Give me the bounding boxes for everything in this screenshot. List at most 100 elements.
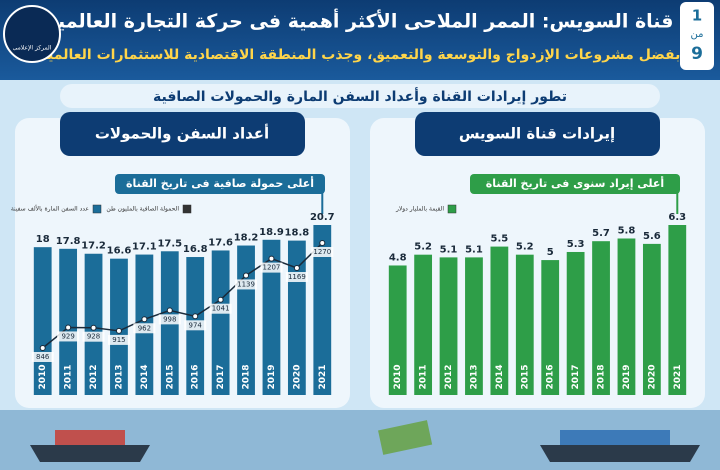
bar-label: 18.2 [234,233,259,244]
point-label-bg [107,334,130,345]
point-label: 1270 [313,248,331,256]
bar-label: 17.6 [208,237,233,248]
bar-label: 6.3 [668,212,686,223]
point-label: 962 [138,324,151,332]
year-label: 2017 [571,364,581,389]
page-number: 1 [692,7,702,25]
annotation-band [115,174,325,194]
line [42,242,323,349]
bar-label: 20.7 [310,212,335,223]
bar-label: 5.2 [414,242,432,253]
bar [262,239,281,395]
bar-label: 5.6 [643,231,661,242]
containers [560,430,670,445]
line-point [243,272,250,279]
bar-label: 16.6 [107,246,132,257]
annotation-band [470,174,680,194]
bar-label: 17.2 [81,241,106,252]
section-title: تطور إيرادات القناة وأعداد السفن المارة … [153,87,567,105]
bar-label: 5.2 [516,242,534,253]
point-label: 1139 [237,280,255,288]
year-label: 2013 [469,364,479,389]
bar-label: 5.7 [592,228,610,239]
money [378,420,433,455]
bar-label: 17.5 [157,238,182,249]
line-point [115,327,122,334]
bar-label: 16.8 [183,244,208,255]
panel-tab [415,112,660,156]
line-point [65,324,72,331]
year-label: 2018 [242,364,252,389]
annotation-arrow [676,183,680,214]
bar [592,241,610,395]
section-band [60,84,660,108]
year-label: 2012 [89,364,99,389]
bar-label: 17.1 [132,242,157,253]
year-label: 2020 [647,364,657,389]
line-point [141,316,148,323]
point-label: 1041 [212,305,230,313]
point-label-bg [31,352,54,362]
point-label-bg [82,331,105,342]
year-label: 2015 [520,364,530,389]
line-point [90,324,97,331]
legend-label: الحمولة الصافية بالمليون طن [106,206,179,213]
line-point [192,313,199,320]
line-point [39,345,46,351]
bar [465,257,483,395]
line-point [268,255,275,262]
year-label: 2016 [546,364,556,389]
bar [541,260,560,395]
page-badge [680,2,714,70]
bar [211,250,230,395]
point-label: 915 [112,336,125,344]
year-label: 2015 [165,364,175,389]
logo [3,5,61,63]
bar [414,254,433,395]
page-of: من [691,29,704,40]
year-label: 2021 [318,364,328,389]
year-label: 2010 [38,364,48,389]
point-label-bg [133,323,156,334]
bar [439,257,458,395]
bar [110,258,128,395]
legend-label: عدد السفن المارة بالألف سفينة [11,205,89,213]
year-label: 2014 [495,364,505,389]
legend-swatch [447,204,457,214]
year-label: 2010 [393,364,403,389]
line-point [217,296,224,303]
point-label-bg [158,314,181,325]
bar [313,225,332,395]
bar [515,254,534,395]
panel-tab [60,112,305,156]
annotation-arrow [321,183,325,214]
annotation: أعلى حمولة صافية فى تاريخ القناة [126,176,314,190]
point-label: 929 [61,332,74,340]
bar [566,251,585,395]
bar-label: 4.8 [389,252,407,263]
bar [668,225,687,395]
point-label: 998 [163,315,176,323]
year-label: 2017 [216,364,226,389]
line-point [319,240,326,246]
legend-swatch [182,204,192,214]
containers [55,430,125,445]
year-label: 2020 [292,364,302,389]
year-label: 2011 [64,364,74,389]
line-point [166,307,173,314]
bar [59,248,78,395]
bar [490,246,509,395]
point-label-bg [285,272,308,283]
bar-label: 5.1 [465,244,483,255]
point-label: 1169 [288,273,306,281]
point-label: 1207 [263,264,281,272]
bar-label: 18 [36,234,50,245]
bar-label: 5 [547,247,554,258]
year-label: 2014 [140,364,150,389]
point-label-bg [260,262,283,273]
chart-title: إيرادات قناة السويس [459,125,615,143]
logo-text: المركز الإعلامى [13,45,52,52]
year-label: 2018 [597,364,607,389]
ship [30,445,150,462]
